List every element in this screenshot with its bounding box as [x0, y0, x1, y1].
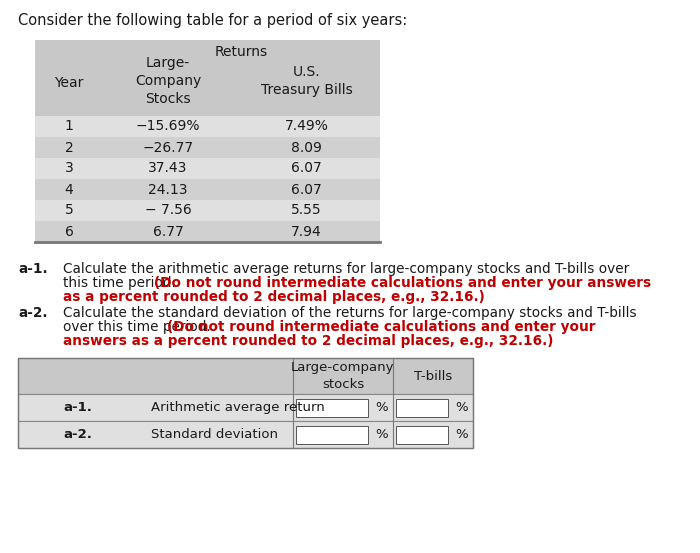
- Text: Calculate the arithmetic average returns for large-company stocks and T-bills ov: Calculate the arithmetic average returns…: [63, 262, 629, 276]
- Text: a-1.: a-1.: [18, 262, 48, 276]
- FancyBboxPatch shape: [35, 221, 380, 242]
- Text: a-1.: a-1.: [64, 401, 92, 414]
- FancyBboxPatch shape: [18, 394, 473, 421]
- Text: a-2.: a-2.: [64, 428, 92, 441]
- Text: (Do not round intermediate calculations and enter your: (Do not round intermediate calculations …: [167, 320, 596, 334]
- Text: 6.77: 6.77: [153, 225, 183, 238]
- Text: −26.77: −26.77: [142, 140, 194, 154]
- Text: 1: 1: [64, 119, 74, 133]
- Text: Consider the following table for a period of six years:: Consider the following table for a perio…: [18, 13, 407, 28]
- Text: 3: 3: [64, 161, 74, 175]
- Text: 4: 4: [64, 182, 74, 196]
- FancyBboxPatch shape: [296, 425, 368, 444]
- Text: U.S.
Treasury Bills: U.S. Treasury Bills: [260, 65, 352, 97]
- Text: %: %: [376, 428, 389, 441]
- FancyBboxPatch shape: [35, 200, 380, 221]
- Text: 6.07: 6.07: [291, 182, 322, 196]
- Text: 7.49%: 7.49%: [285, 119, 328, 133]
- Text: 5: 5: [64, 204, 74, 217]
- Text: answers as a percent rounded to 2 decimal places, e.g., 32.16.): answers as a percent rounded to 2 decima…: [63, 334, 554, 348]
- Text: Large-company
stocks: Large-company stocks: [291, 362, 395, 390]
- Text: (Do not round intermediate calculations and enter your answers: (Do not round intermediate calculations …: [154, 276, 651, 290]
- Text: %: %: [376, 401, 389, 414]
- Text: T-bills: T-bills: [414, 369, 452, 383]
- Text: −15.69%: −15.69%: [136, 119, 200, 133]
- Text: 7.94: 7.94: [291, 225, 322, 238]
- Text: over this time period.: over this time period.: [63, 320, 215, 334]
- Text: Returns: Returns: [215, 45, 268, 59]
- Text: 6: 6: [64, 225, 74, 238]
- Text: %: %: [456, 428, 468, 441]
- Text: %: %: [456, 401, 468, 414]
- Text: Arithmetic average return: Arithmetic average return: [151, 401, 325, 414]
- FancyBboxPatch shape: [35, 137, 380, 158]
- Text: Large-
Company
Stocks: Large- Company Stocks: [135, 56, 201, 106]
- FancyBboxPatch shape: [396, 425, 448, 444]
- Text: a-2.: a-2.: [18, 306, 48, 320]
- Text: Year: Year: [55, 76, 84, 90]
- Text: as a percent rounded to 2 decimal places, e.g., 32.16.): as a percent rounded to 2 decimal places…: [63, 290, 484, 304]
- Text: Standard deviation: Standard deviation: [151, 428, 278, 441]
- Text: − 7.56: − 7.56: [145, 204, 191, 217]
- FancyBboxPatch shape: [35, 116, 380, 137]
- FancyBboxPatch shape: [296, 399, 368, 416]
- FancyBboxPatch shape: [396, 399, 448, 416]
- Text: 6.07: 6.07: [291, 161, 322, 175]
- Text: 5.55: 5.55: [291, 204, 322, 217]
- Text: this time period.: this time period.: [63, 276, 181, 290]
- FancyBboxPatch shape: [35, 40, 380, 116]
- Text: 24.13: 24.13: [148, 182, 188, 196]
- FancyBboxPatch shape: [18, 421, 473, 448]
- Text: 8.09: 8.09: [291, 140, 322, 154]
- Text: 37.43: 37.43: [148, 161, 188, 175]
- FancyBboxPatch shape: [18, 358, 473, 394]
- FancyBboxPatch shape: [35, 179, 380, 200]
- Text: 2: 2: [64, 140, 74, 154]
- Text: Calculate the standard deviation of the returns for large-company stocks and T-b: Calculate the standard deviation of the …: [63, 306, 636, 320]
- FancyBboxPatch shape: [35, 158, 380, 179]
